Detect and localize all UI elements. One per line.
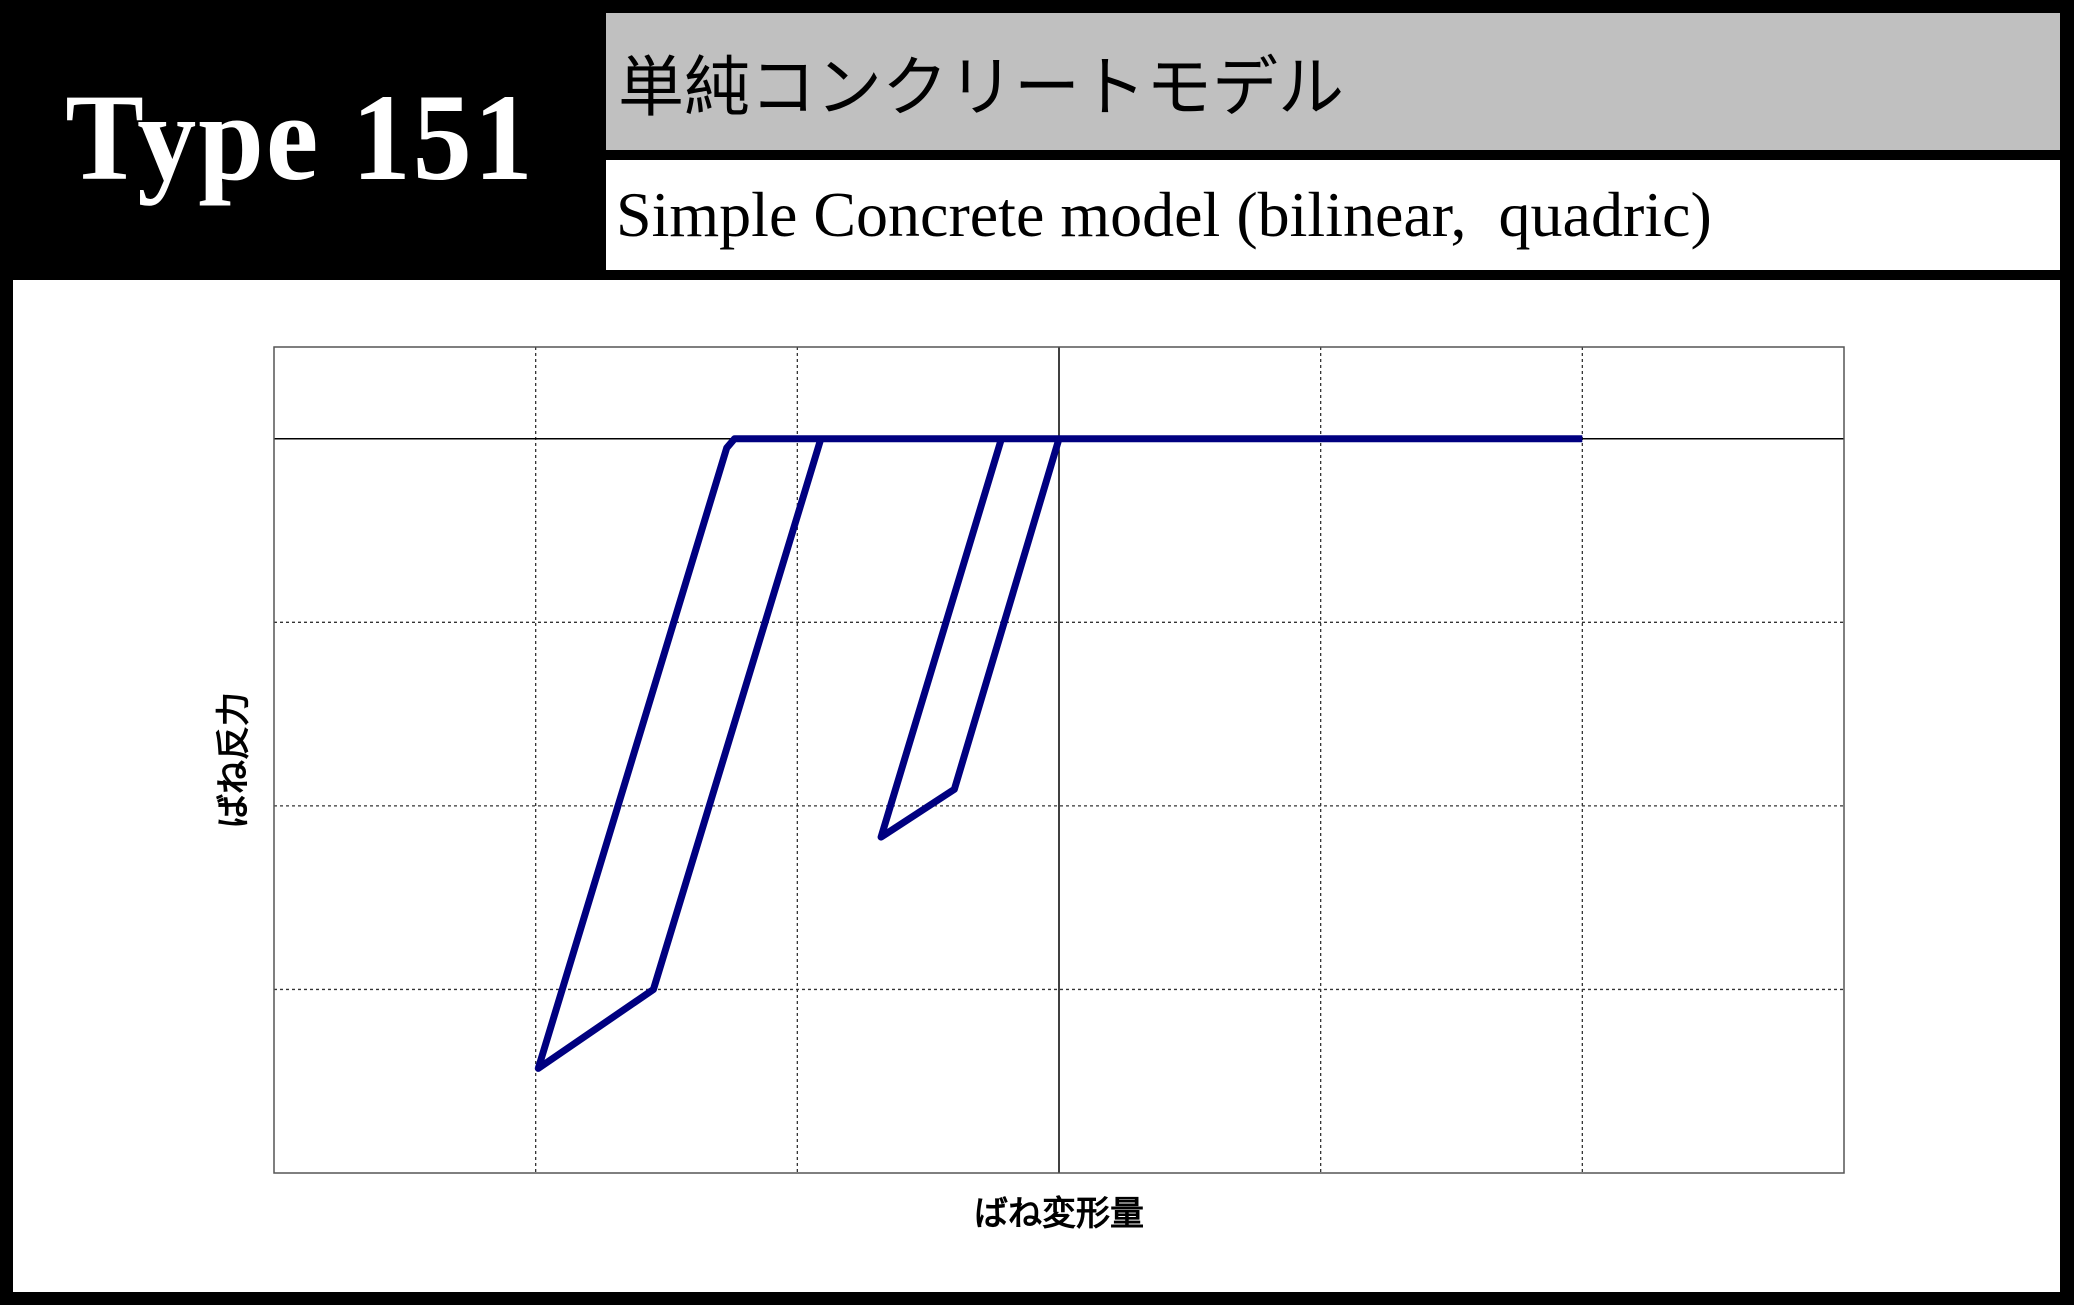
chart-panel: ばね変形量 ばね反力 (13, 280, 2060, 1292)
english-title-box: Simple Concrete model (bilinear, quadric… (606, 160, 2060, 270)
japanese-title: 単純コンクリートモデル (618, 48, 1344, 126)
english-title: Simple Concrete model (bilinear, quadric… (616, 179, 1712, 250)
series-line (534, 435, 1583, 1072)
japanese-title-box: 単純コンクリートモデル (606, 13, 2060, 150)
plot-frame (273, 346, 1845, 1174)
series-lines (534, 435, 1583, 1072)
hysteresis-chart: ばね変形量 ばね反力 (214, 346, 1845, 1234)
type-label: Type 151 (65, 68, 535, 206)
y-axis-label: ばね反力 (214, 692, 254, 828)
grid (274, 347, 1844, 1173)
type-number-box: Type 151 (0, 0, 600, 275)
x-axis-label: ばね変形量 (974, 1194, 1144, 1234)
